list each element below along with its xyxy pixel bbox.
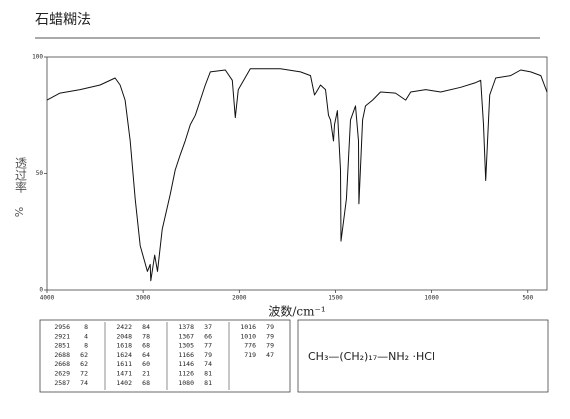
formula: CH₃—(CH₂)₁₇—NH₂ ·HCl: [308, 350, 435, 363]
peak-transmittance: 62: [80, 360, 88, 368]
peak-transmittance: 79: [266, 332, 274, 340]
peak-transmittance: 66: [204, 332, 212, 340]
peak-transmittance: 64: [142, 351, 150, 359]
x-tick-label: 4000: [40, 295, 55, 302]
peak-wavenumber: 2048: [116, 332, 132, 340]
peak-transmittance: 78: [142, 332, 150, 340]
peak-wavenumber: 1080: [178, 379, 194, 387]
peak-wavenumber: 1367: [178, 332, 194, 340]
peak-wavenumber: 1010: [240, 332, 256, 340]
peak-transmittance: 79: [204, 351, 212, 359]
peak-transmittance: 74: [204, 360, 212, 368]
peak-wavenumber: 1126: [178, 370, 194, 378]
peak-transmittance: 37: [204, 323, 212, 331]
peak-table-box: [39, 319, 291, 393]
peak-wavenumber: 1378: [178, 323, 194, 331]
peak-transmittance: 79: [266, 323, 274, 331]
x-tick-label: 1000: [424, 295, 439, 302]
peak-transmittance: 4: [84, 332, 88, 340]
peak-transmittance: 60: [142, 360, 150, 368]
x-tick-label: 500: [522, 295, 533, 302]
peak-transmittance: 68: [142, 342, 150, 350]
peak-wavenumber: 2587: [54, 379, 70, 387]
peak-wavenumber: 1618: [116, 342, 132, 350]
spectrum-line: [46, 68, 548, 282]
peak-wavenumber: 2629: [54, 370, 70, 378]
peak-wavenumber: 1624: [116, 351, 132, 359]
peak-transmittance: 79: [266, 342, 274, 350]
peak-wavenumber: 719: [244, 351, 256, 359]
x-tick-label: 3000: [136, 295, 151, 302]
chart-title: 石蜡糊法: [35, 12, 91, 28]
peak-transmittance: 84: [142, 323, 150, 331]
peak-transmittance: 62: [80, 351, 88, 359]
y-axis-unit: %: [13, 207, 26, 217]
peak-transmittance: 74: [80, 379, 88, 387]
peak-wavenumber: 1402: [116, 379, 132, 387]
peak-transmittance: 68: [142, 379, 150, 387]
peak-wavenumber: 776: [244, 342, 256, 350]
peak-transmittance: 81: [204, 379, 212, 387]
peak-wavenumber: 2668: [54, 360, 70, 368]
peak-wavenumber: 1016: [240, 323, 256, 331]
peak-wavenumber: 1146: [178, 360, 194, 368]
y-tick-label: 50: [36, 170, 44, 177]
peak-transmittance: 72: [80, 370, 88, 378]
peak-wavenumber: 2851: [54, 342, 70, 350]
peak-wavenumber: 1166: [178, 351, 194, 359]
y-tick-label: 0: [39, 287, 43, 294]
peak-wavenumber: 2956: [54, 323, 70, 331]
peak-transmittance: 21: [142, 370, 150, 378]
peak-transmittance: 81: [204, 370, 212, 378]
peak-transmittance: 77: [204, 342, 212, 350]
peak-wavenumber: 1305: [178, 342, 194, 350]
y-axis-label: 透过率: [14, 157, 28, 193]
peak-transmittance: 8: [84, 323, 88, 331]
peak-wavenumber: 2688: [54, 351, 70, 359]
peak-wavenumber: 2921: [54, 332, 70, 340]
y-tick-label: 100: [32, 54, 43, 61]
peak-wavenumber: 1611: [116, 360, 132, 368]
peak-wavenumber: 2422: [116, 323, 132, 331]
peak-wavenumber: 1471: [116, 370, 132, 378]
formula-box: [297, 319, 549, 393]
x-axis-label: 波数/cm⁻¹: [268, 304, 325, 319]
x-tick-label: 2000: [232, 295, 247, 302]
peak-transmittance: 47: [266, 351, 274, 359]
x-tick-label: 1500: [328, 295, 343, 302]
peak-transmittance: 8: [84, 342, 88, 350]
